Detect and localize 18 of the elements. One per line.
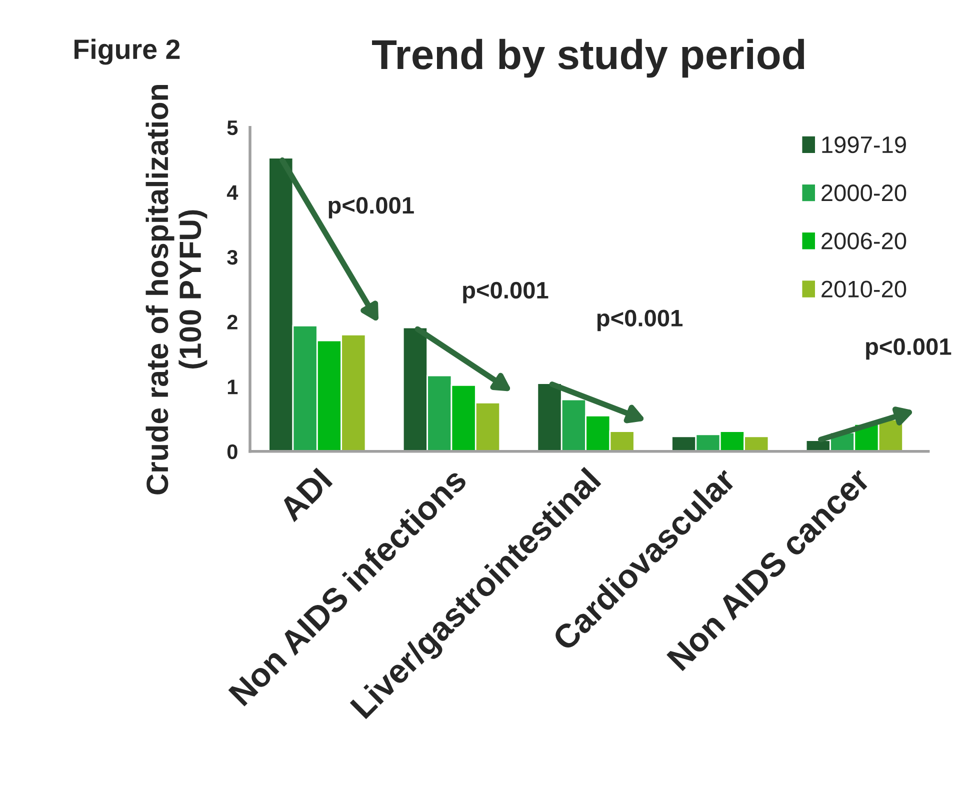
annotation: p<0.001 bbox=[866, 338, 952, 360]
y-tick-label: 4 bbox=[226, 185, 238, 200]
chart-title: Trend by study period bbox=[372, 38, 804, 78]
y-tick-label: 3 bbox=[227, 250, 238, 265]
legend-label: 2006-20 bbox=[822, 232, 906, 250]
y-tick-label: 5 bbox=[227, 120, 238, 136]
legend-label: 2000-20 bbox=[822, 184, 906, 202]
legend-label: 2010-20 bbox=[822, 280, 906, 298]
y-tick-label: 1 bbox=[228, 380, 238, 394]
caption: Figure 2 bbox=[74, 38, 180, 65]
annotation: p<0.001 bbox=[328, 197, 414, 218]
annotation: p<0.001 bbox=[597, 310, 683, 332]
y-tick-label: 0 bbox=[227, 444, 238, 460]
annotation: p<0.001 bbox=[463, 282, 548, 304]
x-tick-label: ADI bbox=[278, 468, 333, 522]
y-axis-title: Crude rate of hospitalization (100 PYFU) bbox=[146, 84, 208, 494]
legend-label: 1997-19 bbox=[822, 136, 906, 154]
y-tick-label: 2 bbox=[227, 314, 238, 330]
